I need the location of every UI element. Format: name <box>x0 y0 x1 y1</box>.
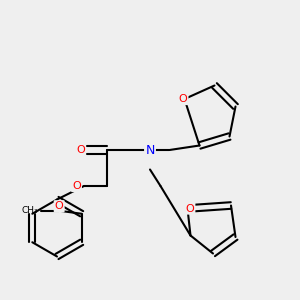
Text: CH₃: CH₃ <box>22 206 38 215</box>
Text: O: O <box>76 145 85 155</box>
Text: O: O <box>185 203 194 214</box>
Text: N: N <box>145 143 155 157</box>
Text: O: O <box>72 181 81 191</box>
Text: O: O <box>178 94 188 104</box>
Text: O: O <box>55 201 64 211</box>
